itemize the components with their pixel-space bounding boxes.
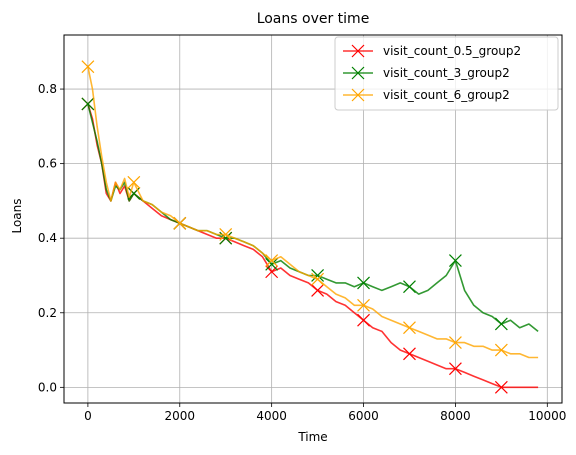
legend-marker (351, 88, 365, 102)
legend-label: visit_count_0.5_group2 (383, 44, 521, 58)
y-tick-label: 0.8 (38, 82, 57, 96)
y-tick-label: 0.6 (38, 157, 57, 171)
y-axis-label: Loans (10, 198, 24, 233)
series-marker (265, 254, 279, 267)
series-marker (494, 317, 508, 331)
legend-label: visit_count_6_group2 (383, 88, 510, 102)
series-marker (219, 228, 233, 241)
series-marker (81, 97, 95, 111)
series-marker (265, 257, 279, 271)
series-marker (311, 283, 325, 297)
x-tick-label: 6000 (348, 409, 379, 423)
series-marker (494, 343, 508, 357)
series-3 (81, 60, 539, 359)
x-tick-label: 10000 (528, 409, 566, 423)
chart-title: Loans over time (257, 11, 370, 27)
series-marker (403, 347, 416, 361)
x-tick-label: 4000 (256, 409, 287, 423)
series-2 (81, 97, 539, 333)
series-marker (311, 269, 325, 282)
x-tick-label: 8000 (440, 409, 471, 423)
legend-box (334, 36, 559, 111)
y-tick-label: 0.4 (38, 231, 57, 245)
legend-marker (351, 44, 365, 58)
series-marker (448, 336, 462, 350)
series-marker (448, 362, 462, 376)
series-marker (494, 380, 508, 394)
legend: visit_count_0.5_group2 visit_count_3_grou… (334, 36, 559, 111)
series-line (87, 103, 539, 333)
series-marker (127, 175, 141, 189)
series-marker (448, 254, 462, 267)
series-marker (403, 321, 416, 335)
plot-frame (63, 34, 563, 404)
x-tick-label: 2000 (164, 409, 195, 423)
series-marker (81, 60, 95, 74)
series-marker (357, 298, 370, 312)
legend-marker (351, 66, 365, 80)
y-tick-label: 0.0 (38, 380, 57, 394)
legend-entry: visit_count_3_group2 (343, 66, 510, 80)
x-axis-label: Time (297, 430, 327, 444)
series-marker (311, 272, 325, 286)
series-marker (357, 276, 370, 290)
series-marker (357, 313, 370, 327)
legend-label: visit_count_3_group2 (383, 66, 510, 80)
x-tick-label: 0 (84, 409, 92, 423)
axis-ticks: 0 2000 4000 6000 8000 10000 0.0 0.2 0.4 0.6 0.8 (38, 82, 566, 423)
legend-entry: visit_count_6_group2 (343, 88, 510, 102)
series-1 (81, 97, 539, 394)
legend-entry: visit_count_0.5_group2 (343, 44, 521, 58)
series-layer (81, 60, 539, 394)
series-marker (403, 280, 416, 294)
series-marker (173, 216, 187, 230)
y-tick-label: 0.2 (38, 306, 57, 320)
